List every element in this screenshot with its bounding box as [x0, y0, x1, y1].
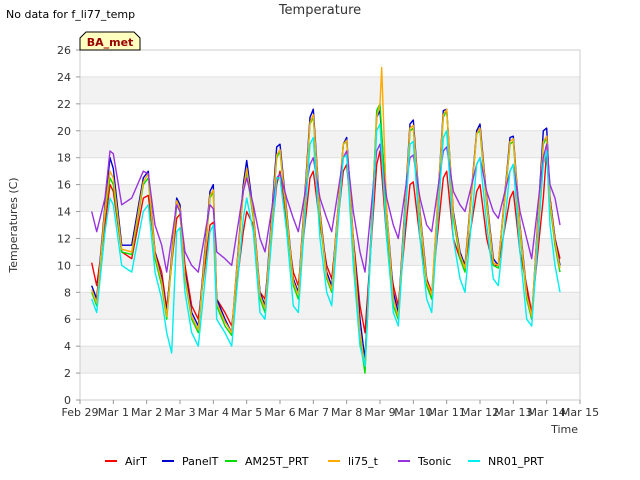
y-tick-label: 0 — [64, 394, 71, 407]
plot-frame — [79, 49, 581, 401]
y-tick-label: 16 — [57, 179, 71, 192]
x-tick-label: Mar 10 — [394, 406, 432, 419]
series-line-li75-t — [91, 66, 561, 367]
y-tick-label: 6 — [64, 313, 71, 326]
no-data-note: No data for f_li77_temp — [6, 8, 136, 21]
x-tick-label: Mar 11 — [428, 406, 466, 419]
x-tick-label: Mar 12 — [461, 406, 499, 419]
x-tick-label: Mar 14 — [528, 406, 566, 419]
series-line-tsonic — [91, 143, 561, 273]
chart-title: Temperature — [278, 3, 362, 18]
series-layer — [91, 66, 561, 374]
y-tick-label: 24 — [57, 71, 71, 84]
x-tick-label: Feb 29 — [62, 406, 99, 419]
grid-band — [80, 76, 580, 104]
x-tick-label: Mar 9 — [364, 406, 395, 419]
grid-band — [80, 50, 580, 77]
y-tick-label: 18 — [57, 152, 71, 165]
x-tick-label: Mar 5 — [231, 406, 262, 419]
x-tick-label: Mar 2 — [131, 406, 162, 419]
x-tick-label: Mar 3 — [164, 406, 195, 419]
legend: AirT PanelT AM25T_PRT li75_t Tsonic NR01_PRT — [105, 455, 544, 468]
y-axis-label: Temperatures (C) — [7, 177, 20, 273]
x-tick-label: Mar 1 — [98, 406, 129, 419]
legend-label-tsonic: Tsonic — [417, 455, 451, 468]
grid-band — [80, 346, 580, 374]
y-tick-label: 20 — [57, 125, 71, 138]
y-tick-label: 26 — [57, 44, 71, 57]
y-tick-label: 8 — [64, 286, 71, 299]
y-tick-label: 14 — [57, 206, 71, 219]
grid-band — [80, 184, 580, 212]
grid-band — [80, 292, 580, 320]
legend-label-airt: AirT — [125, 455, 147, 468]
badge: BA_met — [79, 31, 141, 51]
grid-band — [80, 103, 580, 131]
legend-label-panelt: PanelT — [182, 455, 219, 468]
x-tick-label: Mar 13 — [494, 406, 532, 419]
badge-label: BA_met — [87, 36, 134, 49]
grid-band — [80, 130, 580, 158]
x-axis-label: Time — [550, 423, 578, 436]
series-line-nr01-prt — [91, 123, 561, 367]
x-tick-label: Mar 4 — [198, 406, 229, 419]
y-tick-label: 12 — [57, 232, 71, 245]
y-tick-label: 22 — [57, 98, 71, 111]
legend-label-am25t-prt: AM25T_PRT — [245, 455, 309, 468]
x-tick-label: Mar 7 — [298, 406, 329, 419]
y-tick-label: 4 — [64, 340, 71, 353]
grid-band — [80, 319, 580, 347]
y-tick-label: 10 — [57, 259, 71, 272]
legend-label-nr01-prt: NR01_PRT — [488, 455, 544, 468]
series-line-airt — [91, 150, 561, 334]
y-tick-label: 2 — [64, 367, 71, 380]
badge-shape — [79, 31, 141, 51]
grid-band — [80, 373, 580, 400]
grid-band — [80, 157, 580, 185]
x-tick-label: Mar 8 — [331, 406, 362, 419]
legend-label-li75-t: li75_t — [348, 455, 379, 468]
x-tick-label: Mar 15 — [561, 406, 599, 419]
x-tick-label: Mar 6 — [264, 406, 295, 419]
